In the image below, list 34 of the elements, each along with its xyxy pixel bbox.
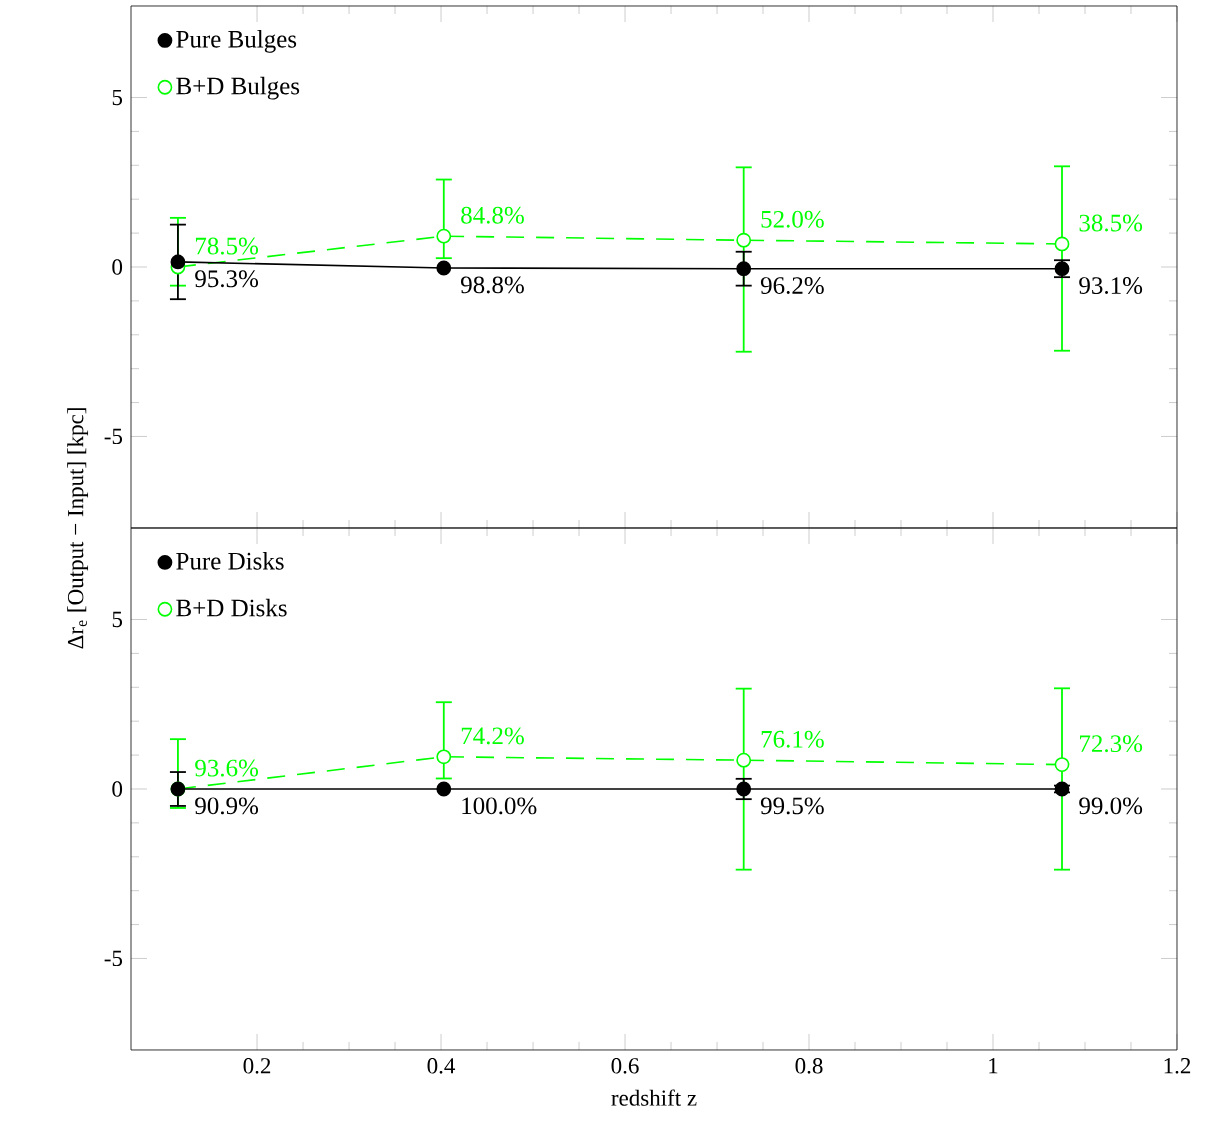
annotation: 96.2% <box>760 277 824 295</box>
y-tick-label: -5 <box>104 428 123 445</box>
x-axis-title: redshift z <box>611 1089 697 1106</box>
y-tick-label: 0 <box>112 259 123 275</box>
legend-label: Pure Bulges <box>176 30 297 53</box>
legend-label: B+D Disks <box>176 598 287 617</box>
x-tick-label: 1 <box>989 1058 998 1074</box>
annotation: 98.8% <box>461 276 524 294</box>
x-tick-label: 0.2 <box>243 1058 271 1074</box>
annotation: 84.8% <box>461 206 524 224</box>
legend-label: Pure Disks <box>176 552 284 570</box>
y-tick-label: 0 <box>112 781 123 797</box>
annotation: 93.1% <box>1079 277 1143 295</box>
annotation: 90.9% <box>195 797 259 815</box>
annotation: 100.0% <box>462 797 537 815</box>
annotation: 99.0% <box>1079 797 1143 815</box>
annotation: 95.3% <box>195 270 259 288</box>
annotation: 38.5% <box>1079 214 1143 232</box>
y-axis-title: Δr$_{e}$ [Output − Input] [kpc] <box>67 408 89 649</box>
annotation: 76.1% <box>761 730 824 748</box>
annotation: 52.0% <box>761 210 824 228</box>
y-tick-label: -5 <box>104 950 123 967</box>
x-tick-label: 1.2 <box>1164 1058 1191 1074</box>
y-tick-label: 5 <box>112 611 123 628</box>
annotation: 74.2% <box>461 727 524 745</box>
annotation: 99.5% <box>760 797 824 815</box>
y-tick-label: 5 <box>112 89 123 106</box>
annotation: 78.5% <box>195 237 259 255</box>
legend-label: B+D Bulges <box>176 76 300 100</box>
annotation: 93.6% <box>195 759 259 777</box>
x-tick-label: 0.8 <box>795 1058 823 1074</box>
x-tick-label: 0.4 <box>427 1058 456 1074</box>
annotation: 72.3% <box>1080 735 1143 753</box>
x-tick-label: 0.6 <box>611 1058 639 1074</box>
